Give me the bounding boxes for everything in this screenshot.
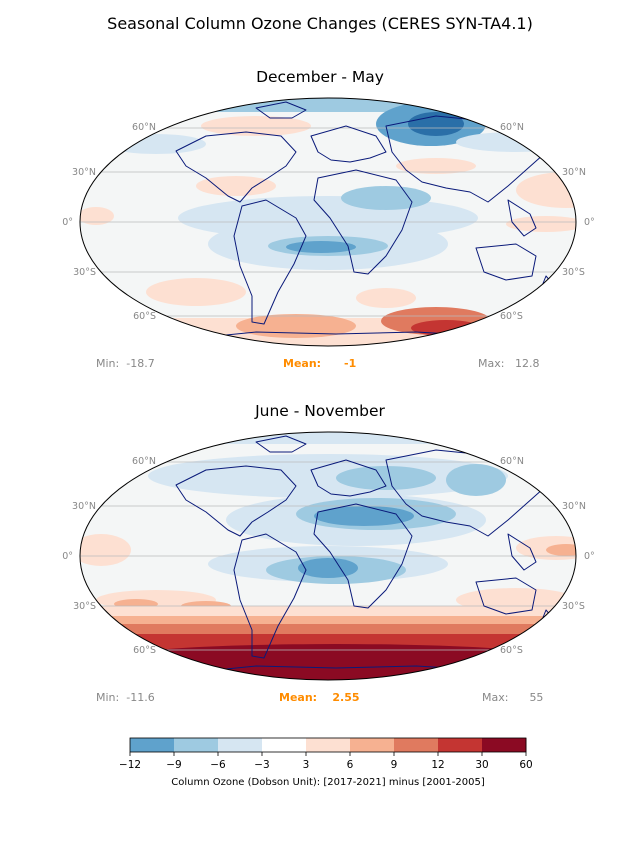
colorbar-swatch <box>350 738 395 752</box>
colorbar-swatch <box>438 738 483 752</box>
colorbar-tick-label: 6 <box>347 759 354 771</box>
lat-labels-panel-2: 60°N 30°N 0° 30°S 60°S 60°N 30°N 0° 30°S… <box>62 456 595 656</box>
colorbar: −12 −9 −6 −3 3 6 9 12 30 60 Column Ozone (Dobson … <box>120 737 533 788</box>
colorbar-tick-label: −12 <box>120 759 141 771</box>
colorbar-swatch <box>174 738 219 752</box>
lat-label: 30°S <box>562 267 585 278</box>
map-panel-2: 60°N 30°N 0° 30°S 60°S 60°N 30°N 0° 30°S… <box>62 431 595 681</box>
lat-label: 0° <box>584 551 595 562</box>
colorbar-label: Column Ozone (Dobson Unit): [2017-2021] … <box>171 777 485 788</box>
map-outline <box>79 97 577 347</box>
panel-2-title: June - November <box>255 402 385 420</box>
mean-value: -1 <box>344 357 357 370</box>
lat-label: 60°N <box>132 122 156 133</box>
colorbar-swatch <box>482 738 527 752</box>
lat-label: 60°N <box>500 122 524 133</box>
colorbar-tick-label: 12 <box>431 759 444 771</box>
lat-label: 30°N <box>562 501 586 512</box>
max-value: 55 <box>529 691 544 704</box>
colorbar-swatches <box>130 738 527 752</box>
colorbar-tick-label: −9 <box>166 759 181 771</box>
map-outline <box>79 431 577 681</box>
lat-label: 30°S <box>73 267 96 278</box>
min-label: Min: <box>96 357 120 370</box>
mean-label: Mean: <box>279 691 318 704</box>
colorbar-swatch <box>394 738 439 752</box>
lat-label: 60°S <box>133 645 156 656</box>
lat-label: 0° <box>62 217 73 228</box>
map-panel-1: 60°N 30°N 0° 30°S 60°S 60°N 30°N 0° 30°S… <box>62 97 595 347</box>
panel-2-min: Min: -11.6 <box>96 691 155 704</box>
colorbar-frame <box>129 737 527 753</box>
colorbar-tick-label: −3 <box>254 759 269 771</box>
min-value: -18.7 <box>126 357 155 370</box>
lat-label: 30°N <box>72 167 96 178</box>
colorbar-tick-label: 9 <box>391 759 398 771</box>
lat-label: 0° <box>62 551 73 562</box>
colorbar-swatch <box>218 738 263 752</box>
lat-label: 60°N <box>500 456 524 467</box>
lat-label: 30°S <box>562 601 585 612</box>
panel-1-title: December - May <box>256 68 384 86</box>
max-label: Max: <box>482 691 509 704</box>
colorbar-swatch <box>306 738 351 752</box>
colorbar-tick-label: 30 <box>475 759 488 771</box>
colorbar-tick-label: 60 <box>519 759 532 771</box>
panel-2-mean: Mean: 2.55 <box>279 691 360 704</box>
min-value: -11.6 <box>126 691 155 704</box>
lat-labels-panel-1: 60°N 30°N 0° 30°S 60°S 60°N 30°N 0° 30°S… <box>62 122 595 322</box>
colorbar-swatch <box>130 738 175 752</box>
colorbar-tick-label: 3 <box>303 759 310 771</box>
max-value: 12.8 <box>514 357 540 370</box>
panel-2-max: Max: 55 <box>482 691 543 704</box>
max-label: Max: <box>478 357 505 370</box>
min-label: Min: <box>96 691 120 704</box>
colorbar-tick-label: −6 <box>210 759 226 771</box>
lat-label: 30°N <box>562 167 586 178</box>
coastlines <box>175 101 557 346</box>
lat-label: 0° <box>584 217 595 228</box>
lat-label: 30°S <box>73 601 96 612</box>
mean-label: Mean: <box>283 357 322 370</box>
lat-label: 60°S <box>500 311 523 322</box>
colorbar-swatch <box>262 738 307 752</box>
panel-1-mean: Mean: -1 <box>283 357 356 370</box>
figure-title: Seasonal Column Ozone Changes (CERES SYN… <box>107 14 533 33</box>
panel-1-max: Max: 12.8 <box>478 357 539 370</box>
lat-label: 60°S <box>500 645 523 656</box>
mean-value: 2.55 <box>332 691 360 704</box>
lat-label: 60°N <box>132 456 156 467</box>
panel-1-min: Min: -18.7 <box>96 357 155 370</box>
colorbar-ticks: −12 −9 −6 −3 3 6 9 12 30 60 <box>120 752 533 771</box>
lat-label: 30°N <box>72 501 96 512</box>
lat-label: 60°S <box>133 311 156 322</box>
